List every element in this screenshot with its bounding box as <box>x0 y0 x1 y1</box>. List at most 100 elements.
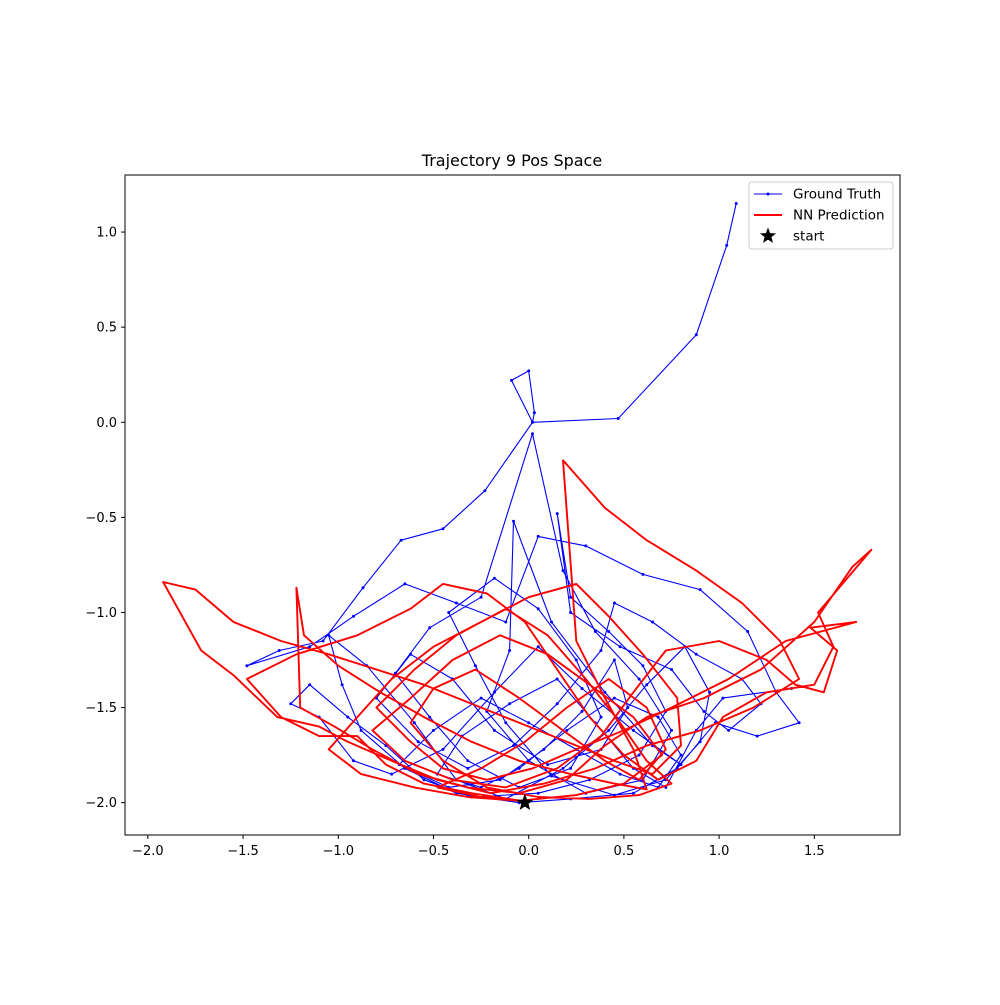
data-point <box>555 512 559 516</box>
legend-entry: start <box>759 227 824 245</box>
data-point <box>536 534 540 538</box>
start-marker <box>516 793 534 810</box>
data-point <box>645 683 649 687</box>
data-point <box>631 728 635 732</box>
data-point <box>550 620 553 624</box>
data-point <box>536 645 540 649</box>
legend-entry: NN Prediction <box>754 208 885 224</box>
x-tick-label: 0.0 <box>518 844 539 859</box>
chart-title: Trajectory 9 Pos Space <box>421 151 602 170</box>
data-point <box>361 586 365 590</box>
data-point <box>584 544 588 548</box>
data-point <box>390 772 394 776</box>
x-tick-label: −2.0 <box>132 844 164 859</box>
data-point <box>409 652 413 656</box>
data-point <box>466 759 470 763</box>
legend-box <box>748 181 894 250</box>
y-tick-label: −2.0 <box>85 796 117 811</box>
data-point <box>393 671 397 675</box>
data-point <box>527 721 531 725</box>
data-point <box>517 766 521 770</box>
data-point <box>308 645 312 649</box>
data-point <box>607 728 611 732</box>
data-point <box>428 626 432 630</box>
plot-area <box>162 202 873 810</box>
data-point <box>403 582 407 586</box>
data-point <box>340 683 344 687</box>
data-point <box>580 709 584 713</box>
series-line <box>162 459 873 802</box>
data-point <box>618 645 622 649</box>
legend-label: Ground Truth <box>793 187 881 203</box>
data-point <box>512 519 515 523</box>
data-point <box>432 728 435 732</box>
data-point <box>536 791 540 795</box>
data-point <box>725 243 729 247</box>
legend-label: NN Prediction <box>793 208 885 224</box>
series-ground-truth <box>245 202 801 805</box>
data-point <box>531 420 534 424</box>
data-point <box>679 763 683 767</box>
data-point <box>626 706 630 710</box>
data-point <box>603 690 607 694</box>
data-point <box>447 611 451 614</box>
data-point <box>504 721 508 725</box>
y-tick-label: 1.0 <box>96 226 117 241</box>
data-point <box>536 607 540 611</box>
data-point <box>616 417 620 420</box>
data-point <box>352 759 355 763</box>
data-point <box>698 740 702 744</box>
data-point <box>289 702 293 706</box>
data-point <box>321 639 325 643</box>
data-point <box>352 614 355 618</box>
data-point <box>702 709 706 713</box>
y-tick-label: −1.5 <box>85 701 117 716</box>
data-point <box>527 759 531 763</box>
data-point <box>412 721 416 725</box>
data-point <box>612 658 616 662</box>
data-point <box>569 766 573 770</box>
data-point <box>727 728 731 732</box>
legend-point-icon <box>766 192 770 196</box>
data-point <box>308 683 312 687</box>
data-point <box>527 369 531 373</box>
data-point <box>546 763 550 767</box>
data-point <box>550 774 553 778</box>
data-point <box>612 601 616 605</box>
data-point <box>479 696 483 700</box>
data-point <box>637 677 641 681</box>
series-nn-prediction <box>162 459 873 802</box>
data-point <box>327 633 331 637</box>
data-point <box>245 664 249 668</box>
data-point <box>631 791 635 795</box>
data-point <box>492 576 496 580</box>
legend-entry: Ground Truth <box>754 187 881 203</box>
data-point <box>473 664 477 668</box>
data-point <box>734 202 738 205</box>
data-point <box>637 753 641 757</box>
data-point <box>532 411 536 415</box>
data-point <box>569 611 573 614</box>
data-point <box>574 658 578 662</box>
x-tick-label: −0.5 <box>418 844 450 859</box>
data-point <box>441 747 445 751</box>
data-point <box>565 728 569 732</box>
data-point <box>797 721 801 725</box>
data-point <box>346 715 350 719</box>
y-tick-label: −0.5 <box>85 511 117 526</box>
data-point <box>454 601 458 605</box>
data-point <box>399 538 403 542</box>
x-tick-label: 1.0 <box>709 844 730 859</box>
data-point <box>721 696 725 700</box>
data-point <box>277 649 281 652</box>
x-tick-label: 1.5 <box>804 844 825 859</box>
data-point <box>508 649 512 652</box>
y-tick-label: −1.0 <box>85 606 117 621</box>
data-point <box>492 690 496 694</box>
data-point <box>569 595 573 599</box>
data-point <box>422 778 426 782</box>
x-tick-label: −1.5 <box>227 844 259 859</box>
data-point <box>612 793 616 797</box>
y-tick-label: 0.0 <box>96 416 117 431</box>
